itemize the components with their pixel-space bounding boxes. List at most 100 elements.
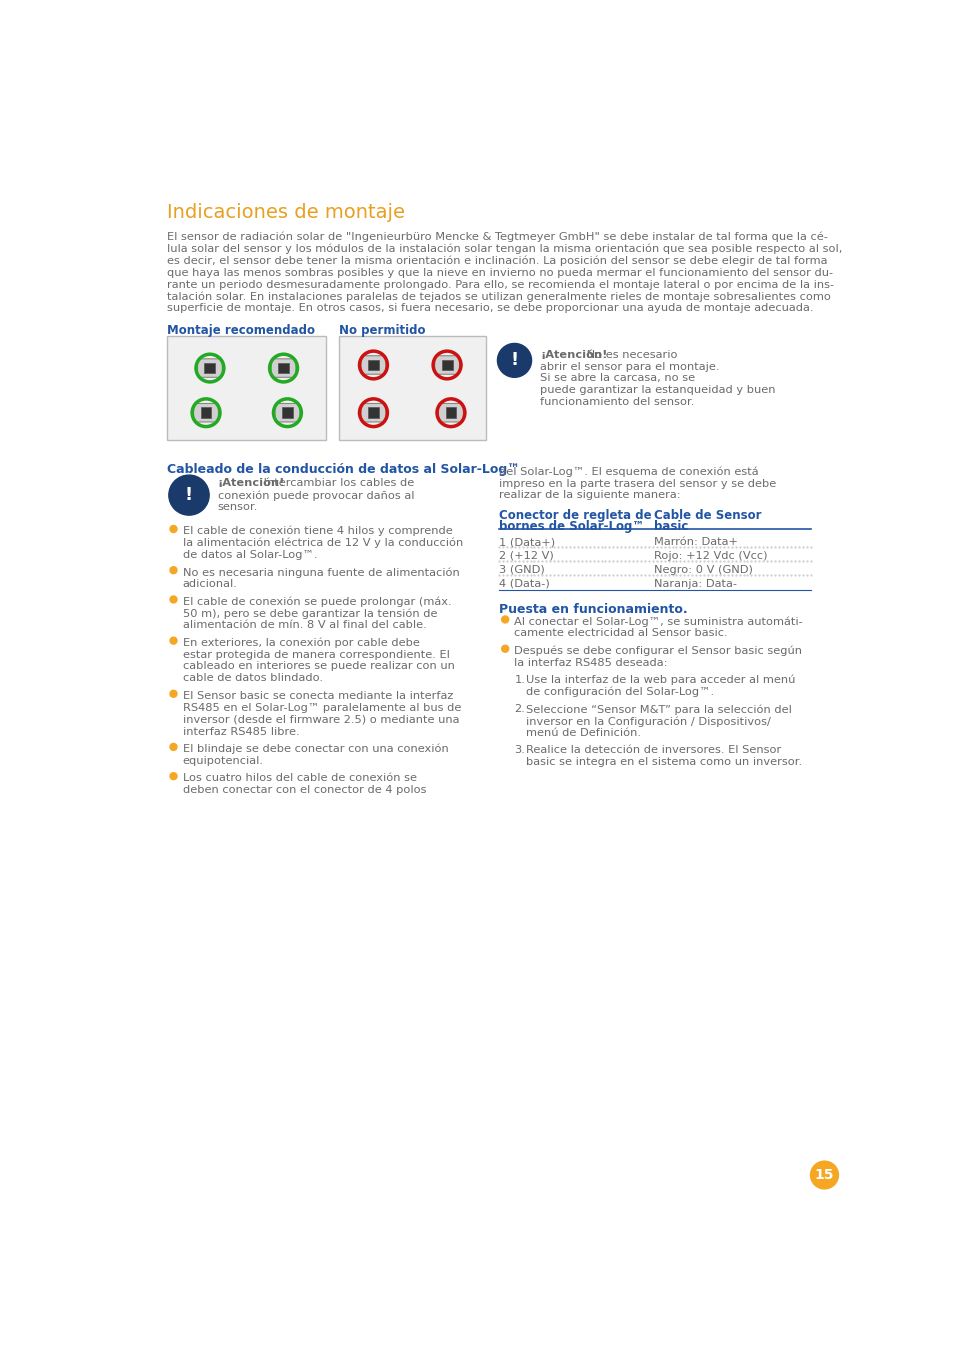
Text: Naranja: Data-: Naranja: Data- xyxy=(654,578,737,589)
Text: superficie de montaje. En otros casos, si fuera necesario, se debe proporcionar : superficie de montaje. En otros casos, s… xyxy=(167,303,813,313)
Text: Indicaciones de montaje: Indicaciones de montaje xyxy=(167,203,405,222)
Text: Intercambiar los cables de: Intercambiar los cables de xyxy=(260,478,415,489)
Text: El sensor de radiación solar de "Ingenieurbüro Mencke & Tegtmeyer GmbH" se debe : El sensor de radiación solar de "Ingenie… xyxy=(167,232,827,242)
Text: Rojo: +12 Vdc (Vcc): Rojo: +12 Vdc (Vcc) xyxy=(654,551,767,561)
Text: talación solar. En instalaciones paralelas de tejados se utilizan generalmente r: talación solar. En instalaciones paralel… xyxy=(167,291,830,302)
Text: cable de datos blindado.: cable de datos blindado. xyxy=(183,673,322,684)
Text: funcionamiento del sensor.: funcionamiento del sensor. xyxy=(539,397,694,408)
Text: Puesta en funcionamiento.: Puesta en funcionamiento. xyxy=(498,603,687,616)
Text: alimentación de mín. 8 V al final del cable.: alimentación de mín. 8 V al final del ca… xyxy=(183,620,426,630)
Text: interfaz RS485 libre.: interfaz RS485 libre. xyxy=(183,727,299,737)
Text: estar protegida de manera correspondiente. El: estar protegida de manera correspondient… xyxy=(183,650,449,659)
Bar xyxy=(282,408,293,418)
Text: equipotencial.: equipotencial. xyxy=(183,756,264,766)
Text: El cable de conexión tiene 4 hilos y comprende: El cable de conexión tiene 4 hilos y com… xyxy=(183,525,452,536)
Text: No es necesario: No es necesario xyxy=(582,349,677,360)
Text: !: ! xyxy=(510,352,518,370)
Text: Después se debe configurar el Sensor basic según: Después se debe configurar el Sensor bas… xyxy=(514,646,801,657)
Circle shape xyxy=(170,567,177,574)
Text: de datos al Solar-Log™.: de datos al Solar-Log™. xyxy=(183,550,317,559)
Text: deben conectar con el conector de 4 polos: deben conectar con el conector de 4 polo… xyxy=(183,785,426,795)
Text: es decir, el sensor debe tener la misma orientación e inclinación. La posición d: es decir, el sensor debe tener la misma … xyxy=(167,256,827,267)
Text: Use la interfaz de la web para acceder al menú: Use la interfaz de la web para acceder a… xyxy=(525,674,795,685)
Text: 15: 15 xyxy=(814,1169,833,1182)
FancyBboxPatch shape xyxy=(197,359,222,378)
Text: El blindaje se debe conectar con una conexión: El blindaje se debe conectar con una con… xyxy=(183,743,448,754)
Text: ¡Atención!: ¡Atención! xyxy=(217,478,285,489)
Text: !: ! xyxy=(185,486,193,504)
Text: 3 (GND): 3 (GND) xyxy=(498,565,544,575)
Text: la interfaz RS485 deseada:: la interfaz RS485 deseada: xyxy=(514,658,667,668)
Text: 50 m), pero se debe garantizar la tensión de: 50 m), pero se debe garantizar la tensió… xyxy=(183,608,436,619)
Bar xyxy=(204,363,215,374)
Circle shape xyxy=(170,638,177,645)
Text: El Sensor basic se conecta mediante la interfaz: El Sensor basic se conecta mediante la i… xyxy=(183,691,453,701)
Text: puede garantizar la estanqueidad y buen: puede garantizar la estanqueidad y buen xyxy=(539,386,775,395)
Text: El cable de conexión se puede prolongar (máx.: El cable de conexión se puede prolongar … xyxy=(183,596,451,607)
FancyBboxPatch shape xyxy=(360,403,385,422)
Text: ¡Atención!: ¡Atención! xyxy=(539,349,607,360)
Text: Cableado de la conducción de datos al Solar-Log™: Cableado de la conducción de datos al So… xyxy=(167,463,519,475)
Text: abrir el sensor para el montaje.: abrir el sensor para el montaje. xyxy=(539,362,719,371)
Text: 3.: 3. xyxy=(514,745,525,756)
Circle shape xyxy=(810,1162,838,1189)
Bar xyxy=(338,336,485,440)
Text: Seleccione “Sensor M&T” para la selección del: Seleccione “Sensor M&T” para la selecció… xyxy=(525,704,791,715)
Text: En exteriores, la conexión por cable debe: En exteriores, la conexión por cable deb… xyxy=(183,638,419,649)
Text: 2 (+12 V): 2 (+12 V) xyxy=(498,551,553,561)
FancyBboxPatch shape xyxy=(438,403,463,422)
Text: que haya las menos sombras posibles y que la nieve en invierno no pueda mermar e: que haya las menos sombras posibles y qu… xyxy=(167,268,833,278)
Text: la alimentación eléctrica de 12 V y la conducción: la alimentación eléctrica de 12 V y la c… xyxy=(183,538,462,548)
Bar xyxy=(200,408,212,418)
Bar xyxy=(445,408,456,418)
Text: rante un periodo desmesuradamente prolongado. Para ello, se recomienda el montaj: rante un periodo desmesuradamente prolon… xyxy=(167,279,834,290)
Text: Al conectar el Solar-Log™, se suministra automáti-: Al conectar el Solar-Log™, se suministra… xyxy=(514,616,802,627)
Text: sensor.: sensor. xyxy=(217,502,257,512)
Text: No es necesaria ninguna fuente de alimentación: No es necesaria ninguna fuente de alimen… xyxy=(183,567,459,578)
Text: Realice la detección de inversores. El Sensor: Realice la detección de inversores. El S… xyxy=(525,745,781,756)
Text: Negro: 0 V (GND): Negro: 0 V (GND) xyxy=(654,565,752,575)
FancyBboxPatch shape xyxy=(360,356,385,374)
Circle shape xyxy=(170,525,177,532)
Text: Si se abre la carcasa, no se: Si se abre la carcasa, no se xyxy=(539,374,695,383)
Text: camente electricidad al Sensor basic.: camente electricidad al Sensor basic. xyxy=(514,628,727,638)
Circle shape xyxy=(170,691,177,697)
FancyBboxPatch shape xyxy=(274,403,299,422)
Circle shape xyxy=(170,743,177,750)
Text: 1 (Data+): 1 (Data+) xyxy=(498,538,555,547)
Circle shape xyxy=(501,616,508,623)
Bar xyxy=(368,408,378,418)
Text: inversor en la Configuración / Dispositivos/: inversor en la Configuración / Dispositi… xyxy=(525,716,770,727)
Circle shape xyxy=(170,596,177,603)
FancyBboxPatch shape xyxy=(435,356,459,374)
Text: menú de Definición.: menú de Definición. xyxy=(525,728,640,738)
Text: 1.: 1. xyxy=(514,674,525,685)
Bar xyxy=(167,336,326,440)
Text: bornes de Solar-Log™: bornes de Solar-Log™ xyxy=(498,520,643,533)
Text: inversor (desde el firmware 2.5) o mediante una: inversor (desde el firmware 2.5) o media… xyxy=(183,715,458,724)
Text: Marrón: Data+: Marrón: Data+ xyxy=(654,538,737,547)
Text: impreso en la parte trasera del sensor y se debe: impreso en la parte trasera del sensor y… xyxy=(498,478,776,489)
Bar xyxy=(278,363,289,374)
Text: 2.: 2. xyxy=(514,704,525,714)
Text: cableado en interiores se puede realizar con un: cableado en interiores se puede realizar… xyxy=(183,662,455,672)
FancyBboxPatch shape xyxy=(193,403,218,422)
Text: basic: basic xyxy=(654,520,688,533)
Text: No permitido: No permitido xyxy=(338,324,425,337)
Text: Cable de Sensor: Cable de Sensor xyxy=(654,509,760,521)
Circle shape xyxy=(497,344,531,378)
Text: conexión puede provocar daños al: conexión puede provocar daños al xyxy=(217,490,414,501)
FancyBboxPatch shape xyxy=(271,359,295,378)
Text: del Solar-Log™. El esquema de conexión está: del Solar-Log™. El esquema de conexión e… xyxy=(498,467,758,477)
Text: RS485 en el Solar-Log™ paralelamente al bus de: RS485 en el Solar-Log™ paralelamente al … xyxy=(183,703,460,712)
Bar xyxy=(441,360,452,371)
Text: 4 (Data-): 4 (Data-) xyxy=(498,578,549,589)
Circle shape xyxy=(169,475,209,515)
Text: adicional.: adicional. xyxy=(183,580,237,589)
Text: Montaje recomendado: Montaje recomendado xyxy=(167,324,315,337)
Text: realizar de la siguiente manera:: realizar de la siguiente manera: xyxy=(498,490,679,501)
Bar xyxy=(368,360,378,371)
Text: Conector de regleta de: Conector de regleta de xyxy=(498,509,651,521)
Text: lula solar del sensor y los módulos de la instalación solar tengan la misma orie: lula solar del sensor y los módulos de l… xyxy=(167,244,841,255)
Text: de configuración del Solar-Log™.: de configuración del Solar-Log™. xyxy=(525,686,714,697)
